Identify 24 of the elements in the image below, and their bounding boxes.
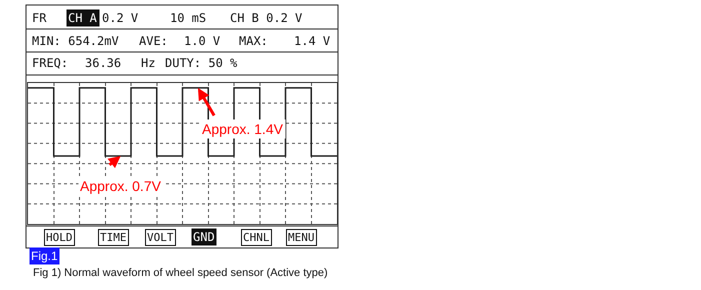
- text: FREQ:: [32, 56, 68, 70]
- caption: Fig.1: [31, 249, 58, 263]
- text: CH A: [68, 11, 98, 25]
- text: GND: [193, 230, 215, 244]
- text: 1.0 V: [184, 34, 220, 48]
- text: MAX:: [239, 34, 268, 48]
- text: CHNL: [243, 231, 270, 244]
- text: MIN: 654.2mV: [32, 34, 119, 48]
- text: DUTY: 50 %: [165, 56, 238, 70]
- text: HOLD: [46, 231, 72, 244]
- text: 10 mS: [170, 11, 206, 25]
- text: CH B 0.2 V: [230, 11, 302, 25]
- annotation: Approx. 1.4V: [202, 121, 284, 137]
- text: VOLT: [147, 231, 174, 244]
- text: 0.2 V: [102, 11, 138, 25]
- text: AVE:: [139, 34, 168, 48]
- annotation: Approx. 0.7V: [80, 178, 162, 194]
- text: MENU: [288, 231, 314, 244]
- text: TIME: [100, 231, 126, 244]
- caption: Fig 1) Normal waveform of wheel speed sensor (Active type): [33, 267, 328, 279]
- text: Hz: [141, 56, 156, 70]
- text: 36.36: [85, 56, 122, 70]
- text: 1.4 V: [294, 34, 330, 48]
- text: FR: [32, 11, 48, 25]
